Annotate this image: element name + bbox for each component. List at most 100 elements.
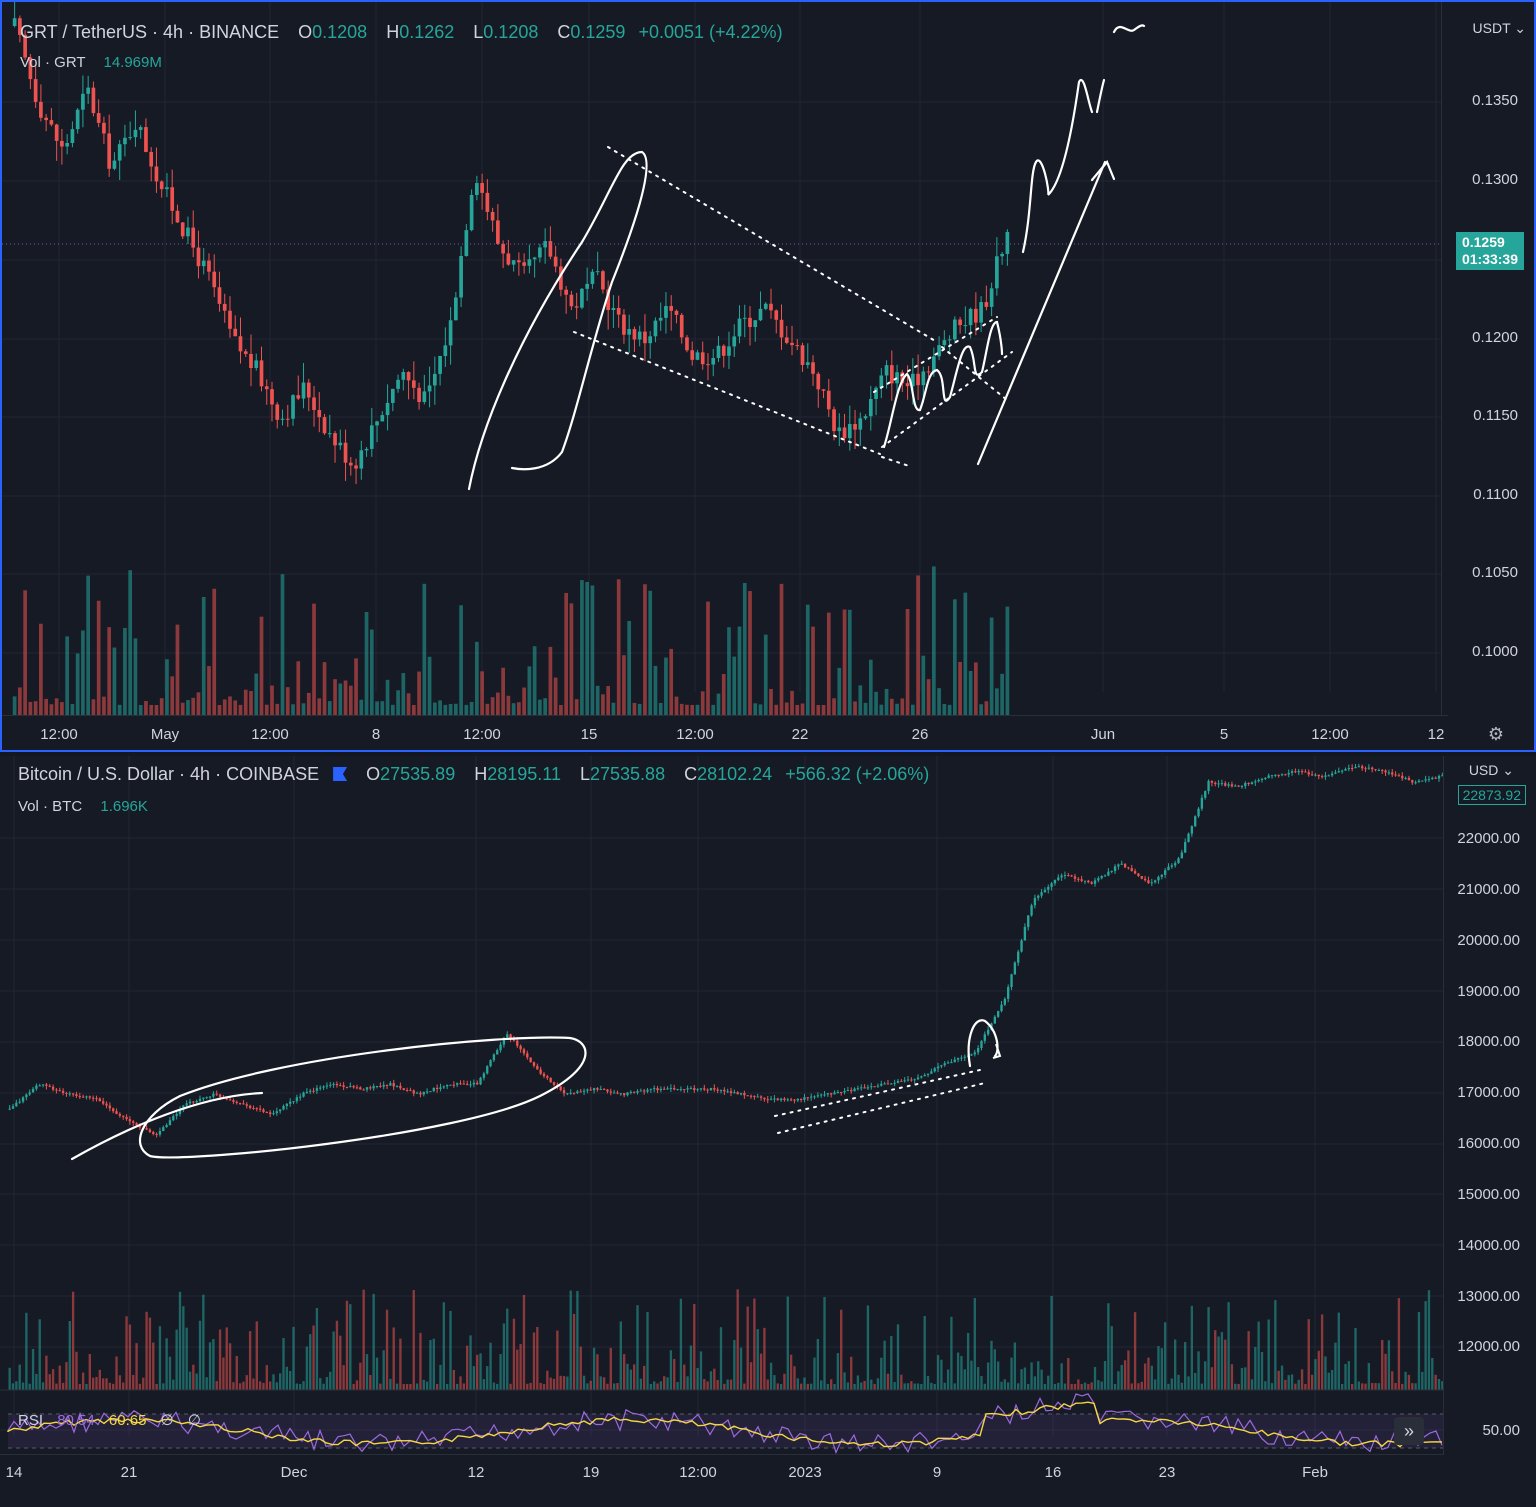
- grt-time-axis[interactable]: 12:00 May 12:00 8 12:00 15 12:00 22 26 Jun 5 12:00 1…: [2, 715, 1448, 750]
- candle-body: [622, 1093, 626, 1096]
- volume-bar: [906, 1383, 910, 1390]
- candle-body: [511, 260, 516, 265]
- btc-y-tick: 20000.00: [1457, 932, 1520, 949]
- candle-body: [690, 350, 695, 360]
- candle-body: [769, 1098, 773, 1100]
- volume-bar: [809, 1383, 813, 1390]
- volume-bar: [359, 699, 364, 715]
- volume-bar: [1127, 1350, 1130, 1390]
- btc-time-axis[interactable]: 14 21 Dec 12 19 12:00 2023 9 16 23 Feb: [0, 1454, 1444, 1495]
- candle-body: [1220, 783, 1224, 785]
- candle-body: [459, 255, 463, 298]
- volume-bar: [419, 1332, 422, 1390]
- btc-currency-selector[interactable]: USD ⌄: [1468, 762, 1514, 778]
- candle-body: [382, 1084, 385, 1087]
- volume-bar: [1371, 1382, 1374, 1390]
- candle-body: [1050, 883, 1053, 887]
- volume-bar: [178, 1291, 182, 1390]
- candle-body: [749, 1095, 753, 1097]
- volume-bar: [75, 653, 80, 715]
- candle-body: [1080, 879, 1083, 881]
- volume-bar: [23, 590, 27, 715]
- candle-body: [255, 1108, 258, 1110]
- candle-body: [464, 230, 469, 256]
- candle-body: [517, 260, 521, 263]
- volume-bar: [609, 1347, 612, 1390]
- volume-bar: [396, 690, 400, 715]
- grt-price-chart[interactable]: [2, 2, 1448, 752]
- candle-body: [559, 266, 563, 290]
- scroll-to-realtime-button[interactable]: »: [1394, 1417, 1424, 1445]
- btc-price-axis[interactable]: USD ⌄ 22873.92 22000.00 21000.00 20000.0…: [1443, 756, 1536, 1454]
- btc-symbol-title[interactable]: Bitcoin / U.S. Dollar · 4h · COINBASE: [18, 764, 320, 784]
- candle-body: [1020, 940, 1023, 952]
- volume-bar: [636, 1305, 639, 1390]
- candle-body: [790, 342, 794, 346]
- candle-body: [940, 1065, 943, 1067]
- candle-body: [154, 166, 159, 182]
- candle-body: [96, 113, 101, 123]
- volume-bar: [529, 1382, 532, 1390]
- volume-bar: [222, 1357, 225, 1390]
- candle-body: [1374, 769, 1377, 771]
- volume-bar: [832, 698, 836, 715]
- grt-chart-panel[interactable]: GRT / TetherUS · 4h · BINANCE O0.1208 H0…: [0, 0, 1536, 752]
- volume-bar: [133, 638, 138, 715]
- volume-bar: [51, 1369, 55, 1390]
- candle-body: [1087, 880, 1090, 883]
- volume-bar: [1163, 1322, 1167, 1390]
- candle-body: [299, 1096, 302, 1098]
- volume-bar: [238, 704, 243, 715]
- candle-body: [779, 1098, 783, 1101]
- grt-volume-legend[interactable]: Vol · GRT 14.969M: [20, 54, 162, 71]
- volume-bar: [685, 704, 689, 715]
- candle-body: [539, 1069, 542, 1074]
- volume-bar: [953, 599, 957, 715]
- volume-bar: [1200, 1383, 1204, 1390]
- volume-bar: [282, 1338, 285, 1390]
- candle-body: [395, 1085, 399, 1087]
- volume-bar: [1047, 1375, 1050, 1390]
- candle-body: [1093, 880, 1097, 884]
- time-tick: 8: [371, 726, 381, 743]
- volume-bar: [653, 1381, 656, 1390]
- candle-body: [1067, 875, 1070, 877]
- volume-bar: [669, 1350, 673, 1390]
- rsi-legend[interactable]: RSI 80.54 60.65 ∅ ∅: [18, 1411, 201, 1429]
- candle-body: [81, 1096, 85, 1098]
- btc-chart-panel[interactable]: Bitcoin / U.S. Dollar · 4h · COINBASE O2…: [0, 756, 1536, 1507]
- volume-bar: [490, 697, 495, 715]
- volume-bar: [847, 609, 852, 715]
- candle-body: [412, 1090, 415, 1094]
- candle-body: [1280, 774, 1284, 776]
- volume-bar: [799, 1383, 803, 1390]
- btc-price-chart[interactable]: [0, 756, 1444, 1507]
- candle-body: [152, 1131, 155, 1135]
- volume-bar: [1401, 1383, 1404, 1390]
- time-tick: 12:00: [679, 1464, 717, 1481]
- volume-bar: [322, 662, 327, 715]
- grt-symbol-title[interactable]: GRT / TetherUS · 4h · BINANCE: [20, 22, 280, 42]
- volume-bar: [1314, 1359, 1317, 1390]
- candle-body: [201, 260, 206, 267]
- volume-bar: [191, 697, 196, 715]
- volume-bar: [459, 1376, 462, 1390]
- chart-settings-gear-icon[interactable]: ⚙: [1487, 724, 1504, 744]
- volume-bar: [989, 617, 994, 715]
- candle-body: [228, 310, 232, 329]
- volume-bar: [299, 1383, 302, 1390]
- candle-body: [264, 386, 269, 390]
- candle-body: [569, 1092, 572, 1094]
- volume-bar: [322, 1383, 325, 1390]
- candle-body: [1060, 875, 1063, 878]
- volume-bar: [275, 1382, 279, 1390]
- candle-body: [285, 418, 290, 420]
- volume-bar: [703, 1379, 706, 1390]
- volume-bar: [188, 1371, 192, 1390]
- grt-currency-selector[interactable]: USDT ⌄: [1472, 20, 1526, 36]
- volume-bar: [723, 1383, 726, 1390]
- volume-bar: [1067, 1357, 1070, 1390]
- grt-price-axis[interactable]: USDT ⌄ 0.1350 0.1300 0.1200 0.1150 0.110…: [1441, 2, 1534, 715]
- candle-body: [821, 389, 826, 391]
- btc-volume-legend[interactable]: Vol · BTC 1.696K: [18, 798, 148, 815]
